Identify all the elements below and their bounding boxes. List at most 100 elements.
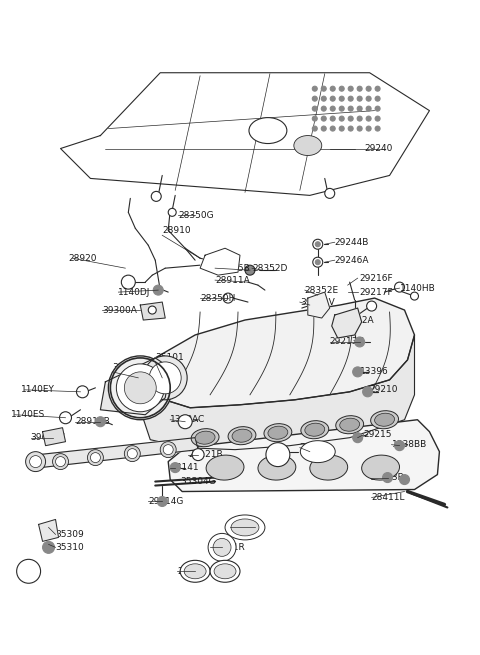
Circle shape	[366, 116, 371, 121]
Circle shape	[339, 126, 344, 131]
Ellipse shape	[305, 423, 325, 436]
Circle shape	[357, 126, 362, 131]
Circle shape	[170, 462, 180, 472]
Text: 35101: 35101	[155, 354, 184, 362]
Ellipse shape	[231, 519, 259, 536]
Text: 35309: 35309	[56, 530, 84, 539]
Ellipse shape	[180, 560, 210, 582]
Text: 28411R: 28411R	[210, 543, 245, 552]
Circle shape	[348, 116, 353, 121]
Ellipse shape	[249, 118, 287, 143]
Circle shape	[375, 126, 380, 131]
Text: 35304G: 35304G	[180, 477, 216, 486]
Circle shape	[76, 386, 88, 398]
Text: 39300A: 39300A	[102, 305, 137, 314]
Circle shape	[312, 116, 317, 121]
Text: V8: V8	[300, 141, 315, 151]
Text: 29213C: 29213C	[330, 337, 364, 346]
Circle shape	[348, 106, 353, 111]
Ellipse shape	[228, 426, 256, 445]
Circle shape	[43, 542, 55, 553]
Circle shape	[383, 472, 393, 483]
Circle shape	[163, 445, 173, 455]
Circle shape	[315, 259, 320, 265]
Circle shape	[121, 275, 135, 289]
Circle shape	[321, 86, 326, 91]
Circle shape	[375, 96, 380, 101]
Circle shape	[245, 265, 255, 275]
Text: 11403B: 11403B	[370, 473, 404, 482]
Text: 28310: 28310	[300, 443, 328, 452]
Circle shape	[366, 106, 371, 111]
Circle shape	[124, 445, 140, 462]
Text: 1338BB: 1338BB	[392, 440, 427, 449]
Circle shape	[353, 367, 363, 377]
Circle shape	[178, 415, 192, 429]
Circle shape	[330, 106, 335, 111]
Circle shape	[266, 443, 290, 466]
Circle shape	[325, 189, 335, 198]
Text: 29215: 29215	[364, 430, 392, 440]
Text: 28915B: 28915B	[75, 417, 110, 426]
Ellipse shape	[340, 418, 360, 431]
Circle shape	[395, 282, 405, 292]
Text: 39620H: 39620H	[31, 433, 66, 442]
Circle shape	[375, 116, 380, 121]
Ellipse shape	[301, 421, 329, 439]
Text: A: A	[274, 449, 282, 460]
Ellipse shape	[214, 564, 236, 579]
Ellipse shape	[300, 441, 335, 462]
Circle shape	[52, 454, 69, 470]
Text: 1140DJ: 1140DJ	[119, 288, 151, 297]
Text: 39460V: 39460V	[300, 297, 335, 307]
Ellipse shape	[206, 455, 244, 480]
Circle shape	[348, 126, 353, 131]
Text: 1338AC: 1338AC	[170, 415, 205, 424]
Circle shape	[60, 412, 72, 424]
Circle shape	[312, 106, 317, 111]
Polygon shape	[38, 519, 59, 542]
Circle shape	[17, 559, 41, 583]
Circle shape	[348, 86, 353, 91]
Ellipse shape	[210, 560, 240, 582]
Circle shape	[330, 126, 335, 131]
Text: 29246A: 29246A	[335, 255, 369, 265]
Text: 29240: 29240	[365, 144, 393, 153]
Text: H: H	[263, 124, 273, 137]
Text: 29216F: 29216F	[360, 274, 393, 283]
Text: 39462A: 39462A	[340, 316, 374, 324]
Polygon shape	[38, 438, 198, 468]
Circle shape	[208, 533, 236, 561]
Circle shape	[213, 538, 231, 556]
Circle shape	[151, 191, 161, 201]
Circle shape	[153, 285, 163, 295]
Text: 28915B: 28915B	[215, 264, 250, 272]
Circle shape	[330, 86, 335, 91]
Text: 28335A: 28335A	[177, 567, 212, 576]
Circle shape	[321, 106, 326, 111]
Circle shape	[160, 441, 176, 458]
Text: 1140HB: 1140HB	[399, 284, 435, 293]
Polygon shape	[168, 420, 439, 491]
Circle shape	[127, 449, 137, 458]
Text: 1601DE: 1601DE	[230, 523, 265, 532]
Text: 28350H: 28350H	[200, 293, 236, 303]
Circle shape	[399, 475, 409, 485]
Text: 35310: 35310	[56, 543, 84, 552]
Circle shape	[157, 496, 167, 506]
Text: 28920: 28920	[69, 253, 97, 263]
Circle shape	[313, 239, 323, 249]
Ellipse shape	[294, 136, 322, 155]
Circle shape	[339, 116, 344, 121]
Circle shape	[339, 96, 344, 101]
Ellipse shape	[268, 426, 288, 440]
Ellipse shape	[264, 424, 292, 441]
Ellipse shape	[361, 455, 399, 480]
Circle shape	[367, 301, 377, 311]
Circle shape	[348, 96, 353, 101]
Circle shape	[25, 452, 46, 472]
Circle shape	[192, 449, 204, 460]
Ellipse shape	[195, 431, 215, 444]
Circle shape	[321, 116, 326, 121]
Circle shape	[339, 86, 344, 91]
